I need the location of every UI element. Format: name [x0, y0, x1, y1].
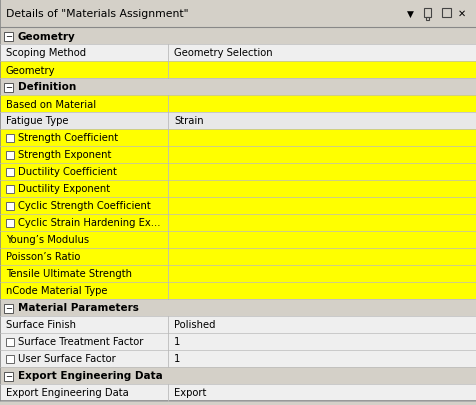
Bar — [423, 9, 430, 18]
Bar — [0, 130, 168, 147]
Bar — [441, 9, 450, 18]
Text: Geometry: Geometry — [6, 65, 55, 75]
Text: Cyclic Strain Hardening Ex...: Cyclic Strain Hardening Ex... — [18, 218, 160, 228]
Bar — [0, 333, 168, 350]
Bar — [0, 62, 168, 79]
Bar — [6, 151, 14, 159]
Bar — [6, 202, 14, 210]
Text: Geometry Selection: Geometry Selection — [174, 48, 272, 58]
Bar — [168, 45, 476, 62]
Text: −: − — [5, 83, 12, 92]
Text: Tensile Ultimate Strength: Tensile Ultimate Strength — [6, 269, 132, 279]
Text: ✕: ✕ — [457, 9, 465, 19]
Bar — [0, 316, 168, 333]
Bar — [6, 134, 14, 142]
Text: Strength Coefficient: Strength Coefficient — [18, 133, 118, 143]
Bar — [0, 164, 168, 181]
Bar — [168, 248, 476, 265]
Bar — [0, 113, 168, 130]
Text: Surface Finish: Surface Finish — [6, 320, 76, 330]
Bar — [168, 333, 476, 350]
Bar — [0, 231, 168, 248]
Bar — [0, 79, 476, 96]
Bar — [168, 384, 476, 401]
Bar — [0, 248, 168, 265]
Text: Ductility Exponent: Ductility Exponent — [18, 184, 110, 194]
Bar — [168, 181, 476, 198]
Bar — [168, 147, 476, 164]
Bar — [0, 350, 168, 367]
Bar — [168, 316, 476, 333]
Bar — [168, 113, 476, 130]
Text: Strength Exponent: Strength Exponent — [18, 150, 111, 160]
Bar — [0, 28, 476, 45]
Text: Young’s Modulus: Young’s Modulus — [6, 235, 89, 245]
Bar — [0, 96, 168, 113]
Bar — [168, 282, 476, 299]
Bar — [6, 185, 14, 193]
Bar — [168, 62, 476, 79]
Bar — [0, 367, 476, 384]
Text: −: − — [5, 32, 12, 41]
Bar — [168, 231, 476, 248]
Text: ▼: ▼ — [406, 9, 413, 19]
Text: nCode Material Type: nCode Material Type — [6, 286, 107, 296]
Text: Scoping Method: Scoping Method — [6, 48, 86, 58]
Text: Cyclic Strength Coefficient: Cyclic Strength Coefficient — [18, 201, 150, 211]
Text: Strain: Strain — [174, 116, 203, 126]
Text: Ductility Coefficient: Ductility Coefficient — [18, 167, 117, 177]
Text: Surface Treatment Factor: Surface Treatment Factor — [18, 337, 143, 347]
Bar — [4, 32, 13, 41]
Bar — [0, 45, 168, 62]
Text: 1: 1 — [174, 354, 180, 364]
Text: −: − — [5, 371, 12, 380]
Bar — [0, 299, 476, 316]
Bar — [0, 198, 168, 215]
Bar — [6, 168, 14, 176]
Bar — [168, 265, 476, 282]
Bar — [168, 130, 476, 147]
Text: Fatigue Type: Fatigue Type — [6, 116, 69, 126]
Text: Details of "Materials Assignment": Details of "Materials Assignment" — [6, 9, 188, 19]
Bar — [4, 304, 13, 313]
Bar — [6, 338, 14, 345]
Text: Material Parameters: Material Parameters — [18, 303, 139, 313]
Text: Export: Export — [174, 388, 206, 398]
Bar — [0, 265, 168, 282]
Text: Export Engineering Data: Export Engineering Data — [18, 371, 162, 381]
Bar — [0, 384, 168, 401]
Bar — [0, 181, 168, 198]
Text: Definition: Definition — [18, 82, 76, 92]
Text: Polished: Polished — [174, 320, 215, 330]
Bar — [4, 371, 13, 381]
Bar — [0, 0, 476, 28]
Text: Geometry: Geometry — [18, 32, 76, 41]
Bar — [0, 215, 168, 231]
Bar — [168, 350, 476, 367]
Bar — [168, 215, 476, 231]
Text: Poisson’s Ratio: Poisson’s Ratio — [6, 252, 80, 262]
Bar — [0, 282, 168, 299]
Bar — [6, 355, 14, 362]
Bar — [0, 147, 168, 164]
Bar — [6, 219, 14, 227]
Text: Based on Material: Based on Material — [6, 99, 96, 109]
Bar — [168, 96, 476, 113]
Bar — [168, 164, 476, 181]
Bar — [4, 83, 13, 92]
Bar — [425, 18, 428, 21]
Text: −: − — [5, 303, 12, 312]
Bar — [168, 198, 476, 215]
Text: Export Engineering Data: Export Engineering Data — [6, 388, 129, 398]
Text: User Surface Factor: User Surface Factor — [18, 354, 116, 364]
Text: 1: 1 — [174, 337, 180, 347]
